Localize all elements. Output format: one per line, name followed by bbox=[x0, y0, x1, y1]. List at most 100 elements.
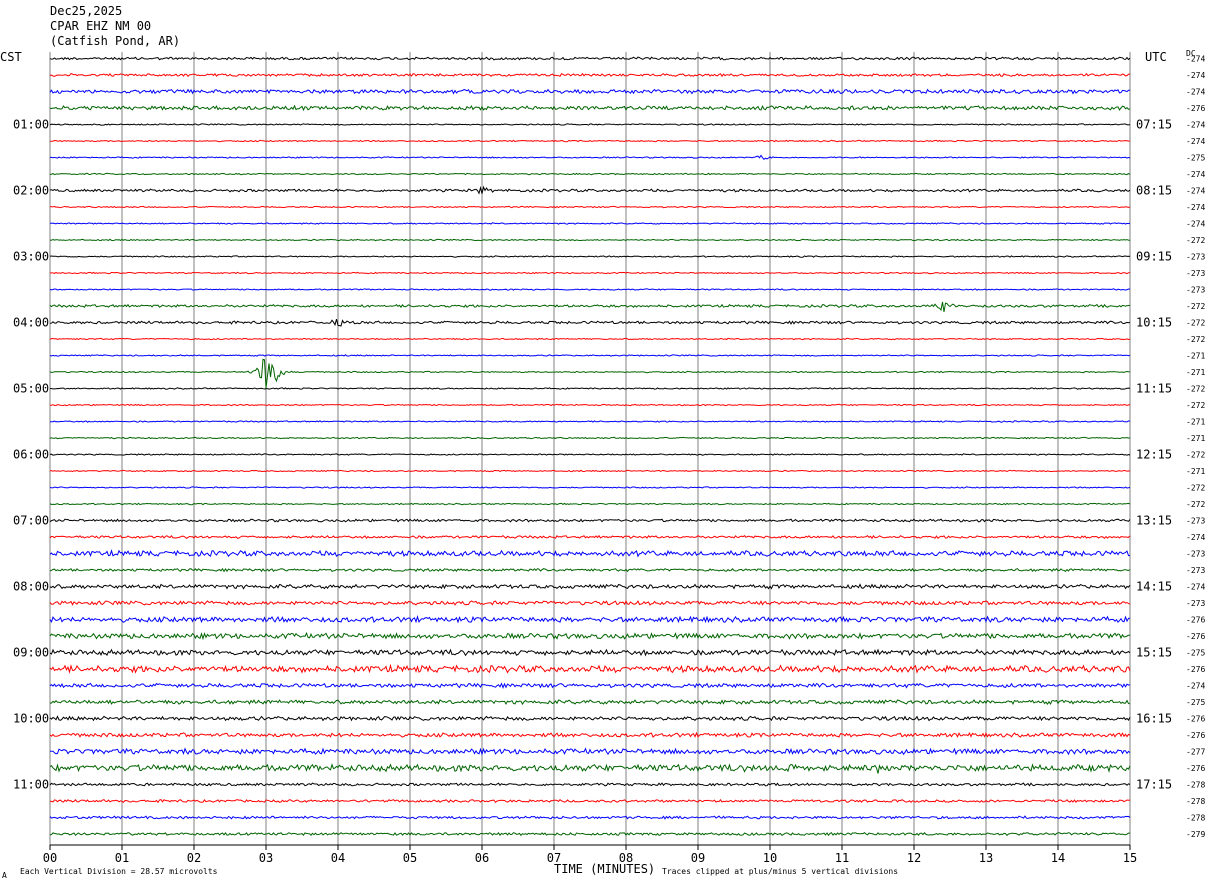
dc-offset-label: -273 bbox=[1186, 286, 1205, 295]
utc-hour-label: 11:15 bbox=[1136, 382, 1172, 396]
x-tick-label: 15 bbox=[1123, 851, 1137, 865]
x-tick-label: 11 bbox=[835, 851, 849, 865]
dc-offset-label: -276 bbox=[1186, 104, 1205, 113]
cst-hour-label: 07:00 bbox=[13, 514, 49, 528]
dc-offset-label: -273 bbox=[1186, 269, 1205, 278]
trace-black bbox=[49, 318, 1131, 327]
trace-red bbox=[49, 731, 1131, 739]
trace-black bbox=[49, 453, 1131, 456]
dc-offset-label: -273 bbox=[1186, 517, 1205, 526]
dc-offset-label: -274 bbox=[1186, 203, 1205, 212]
x-tick-label: 06 bbox=[475, 851, 489, 865]
dc-offset-label: -274 bbox=[1186, 121, 1205, 130]
trace-blue bbox=[49, 682, 1131, 689]
utc-hour-label: 15:15 bbox=[1136, 646, 1172, 660]
dc-offset-label: -275 bbox=[1186, 649, 1205, 658]
cst-hour-label: 02:00 bbox=[13, 184, 49, 198]
dc-offset-label: -274 bbox=[1186, 187, 1205, 196]
trace-black bbox=[49, 123, 1131, 126]
dc-offset-label: -278 bbox=[1186, 781, 1205, 790]
trace-black bbox=[49, 255, 1131, 258]
x-tick-label: 04 bbox=[331, 851, 345, 865]
utc-hour-label: 09:15 bbox=[1136, 250, 1172, 264]
dc-offset-label: -273 bbox=[1186, 566, 1205, 575]
dc-offset-label: -278 bbox=[1186, 814, 1205, 823]
trace-red bbox=[49, 798, 1131, 804]
cst-hour-label: 01:00 bbox=[13, 118, 49, 132]
dc-offset-label: -274 bbox=[1186, 71, 1205, 80]
dc-offset-label: -276 bbox=[1186, 632, 1205, 641]
dc-offset-label: -272 bbox=[1186, 385, 1205, 394]
trace-blue bbox=[49, 549, 1131, 558]
x-tick-label: 14 bbox=[1051, 851, 1065, 865]
trace-green bbox=[49, 301, 1131, 312]
trace-black bbox=[49, 518, 1131, 523]
cst-axis-label: CST bbox=[0, 50, 22, 64]
trace-blue bbox=[49, 354, 1131, 357]
trace-black bbox=[49, 715, 1131, 722]
trace-green bbox=[49, 172, 1131, 176]
trace-red bbox=[49, 337, 1131, 341]
trace-black bbox=[49, 782, 1131, 787]
trace-blue bbox=[49, 420, 1131, 423]
cst-hour-label: 09:00 bbox=[13, 646, 49, 660]
utc-axis-label: UTC bbox=[1145, 50, 1167, 64]
trace-black bbox=[49, 185, 1131, 195]
x-tick-label: 08 bbox=[619, 851, 633, 865]
trace-blue bbox=[49, 288, 1131, 291]
dc-offset-label: -271 bbox=[1186, 352, 1205, 361]
x-tick-label: 03 bbox=[259, 851, 273, 865]
trace-green bbox=[49, 631, 1131, 641]
trace-red bbox=[49, 139, 1131, 143]
trace-red bbox=[49, 469, 1131, 473]
trace-black bbox=[49, 648, 1131, 657]
x-tick-label: 10 bbox=[763, 851, 777, 865]
trace-green bbox=[49, 502, 1131, 506]
dc-offset-label: -275 bbox=[1186, 698, 1205, 707]
utc-hour-label: 08:15 bbox=[1136, 184, 1172, 198]
trace-blue bbox=[49, 615, 1131, 624]
dc-offset-label: -274 bbox=[1186, 682, 1205, 691]
division-note: Each Vertical Division = 28.57 microvolt… bbox=[20, 867, 218, 876]
dc-column-label: DC bbox=[1186, 49, 1196, 58]
chart-header-location: (Catfish Pond, AR) bbox=[50, 34, 181, 48]
dc-offset-labels: -274 -274 -274 -276 -274 -274 -275 -274 -274 -274… bbox=[1186, 55, 1205, 840]
trace-green bbox=[49, 358, 1131, 389]
trace-red bbox=[49, 534, 1131, 540]
dc-offset-label: -274 bbox=[1186, 55, 1205, 64]
dc-offset-label: -276 bbox=[1186, 665, 1205, 674]
dc-offset-label: -279 bbox=[1186, 830, 1205, 839]
dc-offset-label: -276 bbox=[1186, 764, 1205, 773]
cst-hour-label: 08:00 bbox=[13, 580, 49, 594]
cst-hour-label: 05:00 bbox=[13, 382, 49, 396]
x-axis-title: TIME (MINUTES) bbox=[554, 862, 655, 876]
dc-offset-label: -272 bbox=[1186, 484, 1205, 493]
x-axis-ticks: 00 01 02 03 04 05 06 07 08 09 10 11 12 13 14 15 bbox=[43, 845, 1137, 865]
dc-offset-label: -274 bbox=[1186, 583, 1205, 592]
x-tick-label: 13 bbox=[979, 851, 993, 865]
dc-offset-label: -276 bbox=[1186, 715, 1205, 724]
dc-offset-label: -274 bbox=[1186, 170, 1205, 179]
utc-hour-label: 10:15 bbox=[1136, 316, 1172, 330]
trace-green bbox=[49, 763, 1131, 774]
trace-green bbox=[49, 436, 1131, 440]
trace-blue bbox=[50, 222, 1131, 225]
dc-offset-label: -271 bbox=[1186, 418, 1205, 427]
chart-header-date: Dec25,2025 bbox=[50, 4, 123, 18]
dc-offset-label: -272 bbox=[1186, 451, 1205, 460]
utc-hour-label: 16:15 bbox=[1136, 712, 1172, 726]
trace-green bbox=[49, 831, 1131, 837]
x-tick-label: 09 bbox=[691, 851, 705, 865]
cst-hour-label: 03:00 bbox=[13, 250, 49, 264]
utc-hour-label: 13:15 bbox=[1136, 514, 1172, 528]
utc-hour-label: 07:15 bbox=[1136, 118, 1172, 132]
cst-hour-label: 10:00 bbox=[13, 712, 49, 726]
corner-mark: A bbox=[2, 871, 7, 880]
trace-green bbox=[49, 567, 1131, 573]
trace-red bbox=[49, 271, 1131, 275]
clip-note: Traces clipped at plus/minus 5 vertical … bbox=[662, 867, 898, 876]
cst-hour-label: 06:00 bbox=[13, 448, 49, 462]
x-tick-label: 12 bbox=[907, 851, 921, 865]
dc-offset-label: -271 bbox=[1186, 368, 1205, 377]
dc-offset-label: -273 bbox=[1186, 550, 1205, 559]
